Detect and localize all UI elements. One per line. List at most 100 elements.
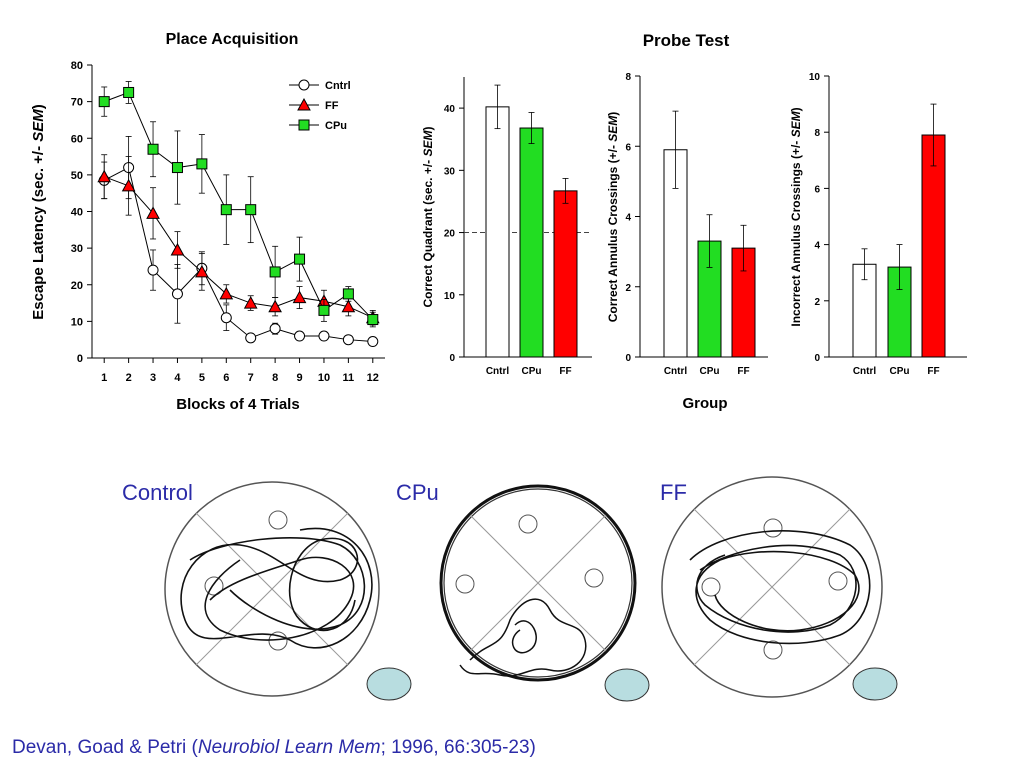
y-axis-label-part: SEM — [30, 109, 47, 142]
data-point — [341, 299, 356, 313]
category-label: CPu — [522, 366, 542, 377]
y-axis-label-part: Incorrect Annulus Crossings (+/- — [789, 137, 803, 326]
y-tick-label: 4 — [814, 241, 820, 252]
y-tick-label: 20 — [71, 280, 83, 292]
y-tick-label: 8 — [625, 72, 631, 83]
y-tick-label: 6 — [625, 142, 631, 153]
y-tick-label: 70 — [71, 97, 83, 109]
x-tick-label: 1 — [101, 372, 107, 384]
x-tick-label: 7 — [248, 372, 254, 384]
category-label: FF — [737, 366, 749, 377]
x-tick-label: 10 — [318, 372, 330, 384]
cpu-swim-label: CPu — [396, 480, 439, 505]
chart-title: Place Acquisition — [166, 31, 299, 48]
data-point — [147, 143, 159, 155]
y-tick-label: 40 — [71, 207, 83, 219]
x-tick-label: 6 — [223, 372, 229, 384]
data-point — [269, 266, 281, 278]
data-point — [245, 332, 257, 344]
category-label: CPu — [890, 366, 910, 377]
ff-swim-label: FF — [660, 480, 687, 505]
x-tick-label: 5 — [199, 372, 205, 384]
legend: Cntrl FF CPu — [289, 79, 351, 132]
x-axis-label: Blocks of 4 Trials — [176, 396, 299, 413]
citation-journal: Neurobiol Learn Mem — [197, 737, 381, 758]
y-tick-label: 20 — [444, 229, 456, 240]
y-tick-label: 30 — [71, 243, 83, 255]
data-point — [269, 323, 281, 335]
y-axis-label: Incorrect Annulus Crossings (+/- SEM) — [789, 107, 803, 326]
data-point — [98, 96, 110, 108]
y-tick-label: 2 — [625, 283, 631, 294]
y-tick-label: 10 — [809, 72, 821, 83]
y-axis-label-part: Correct Annulus Crossings (+/- — [606, 142, 620, 323]
data-point — [367, 314, 379, 326]
x-tick-label: 11 — [343, 372, 355, 384]
control-swim-label: Control — [122, 480, 193, 505]
data-point — [196, 158, 208, 170]
y-tick-label: 80 — [71, 60, 83, 72]
legend-label: CPu — [325, 120, 347, 132]
data-point — [171, 162, 183, 174]
y-tick-label: 8 — [814, 128, 820, 139]
legend-label: Cntrl — [325, 80, 351, 92]
y-axis-label-part: ) — [606, 112, 620, 116]
series-cntrl — [98, 136, 379, 348]
category-label: FF — [559, 366, 571, 377]
x-tick-label: 2 — [126, 372, 132, 384]
y-tick-label: 0 — [449, 353, 455, 364]
data-point — [294, 330, 306, 342]
control-pool — [164, 481, 412, 701]
bar-ff — [553, 190, 578, 358]
data-point — [268, 299, 282, 313]
y-axis-label-part: SEM — [606, 115, 620, 142]
legend-marker — [298, 79, 310, 91]
data-point — [292, 290, 307, 304]
data-point — [342, 288, 354, 300]
group-axis-label: Group — [683, 395, 728, 412]
y-tick-label: 0 — [625, 353, 631, 364]
x-tick-label: 9 — [296, 372, 302, 384]
swim-path-panels: Control CPu FF — [122, 476, 898, 702]
ff-pool — [661, 476, 898, 701]
data-point — [170, 242, 185, 256]
legend-label: FF — [325, 100, 339, 112]
y-tick-label: 10 — [71, 316, 83, 328]
data-point — [123, 86, 135, 98]
data-point — [171, 288, 183, 300]
y-axis-label-part: ) — [30, 104, 47, 109]
probe-test-title: Probe Test — [643, 31, 730, 50]
x-tick-label: 8 — [272, 372, 278, 384]
data-point — [318, 304, 330, 316]
legend-marker — [297, 97, 311, 111]
y-tick-label: 30 — [444, 166, 456, 177]
y-axis-label-part: SEM — [789, 110, 803, 137]
y-axis-label-part: Correct Quadrant (sec. +/- — [421, 156, 435, 307]
y-tick-label: 0 — [814, 353, 820, 364]
data-point — [220, 312, 232, 324]
data-point — [367, 336, 379, 348]
data-point — [245, 204, 257, 216]
data-point — [195, 264, 209, 278]
y-tick-label: 6 — [814, 184, 820, 195]
series-line — [103, 166, 373, 343]
y-tick-label: 40 — [444, 104, 456, 115]
y-tick-label: 10 — [444, 291, 456, 302]
bar-cpu — [519, 127, 544, 358]
data-point — [147, 264, 159, 276]
data-point — [342, 334, 354, 346]
data-point — [318, 330, 330, 342]
y-tick-label: 4 — [625, 213, 631, 224]
data-point — [146, 206, 160, 219]
data-point — [220, 204, 232, 216]
y-tick-label: 50 — [71, 170, 83, 182]
correct-annulus-chart: 0 2 4 6 8 Cntrl CPu FF Correct Annulus Crossings… — [606, 72, 768, 377]
x-tick-label: 12 — [367, 372, 379, 384]
y-axis-label-part: ) — [421, 126, 435, 130]
category-label: FF — [927, 366, 939, 377]
x-tick-label: 3 — [150, 372, 156, 384]
category-label: Cntrl — [664, 366, 688, 377]
data-point — [219, 286, 234, 300]
